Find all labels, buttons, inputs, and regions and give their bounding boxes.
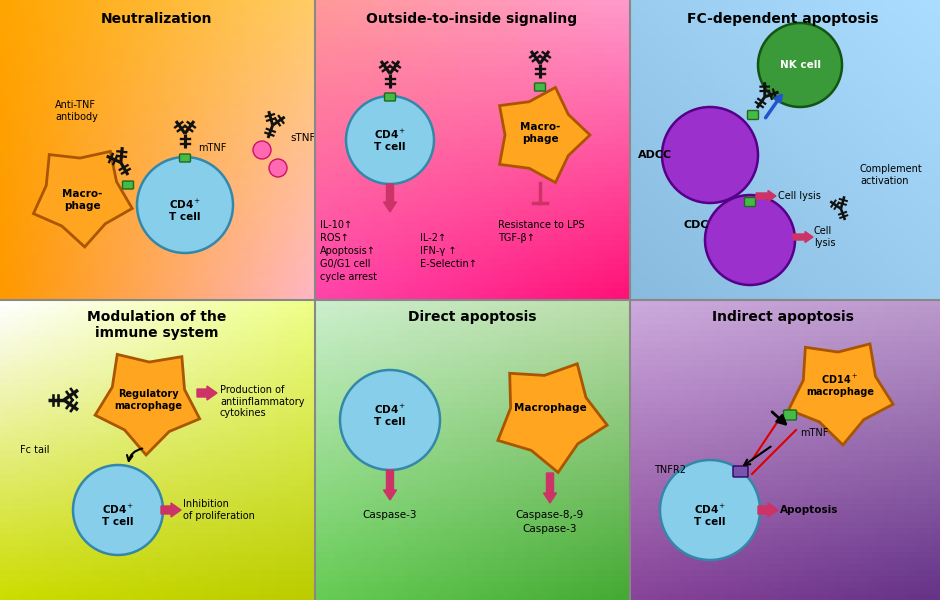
Text: Cell
lysis: Cell lysis	[814, 226, 836, 248]
Text: IL-2↑: IL-2↑	[420, 233, 446, 243]
FancyBboxPatch shape	[747, 110, 759, 119]
FancyBboxPatch shape	[535, 83, 545, 91]
Polygon shape	[34, 151, 133, 247]
Circle shape	[660, 460, 760, 560]
FancyArrow shape	[793, 232, 813, 242]
Text: NK cell: NK cell	[779, 60, 821, 70]
Text: TGF-β↑: TGF-β↑	[498, 233, 535, 243]
FancyBboxPatch shape	[733, 466, 748, 477]
Circle shape	[253, 141, 271, 159]
Circle shape	[137, 157, 233, 253]
Text: FC-dependent apoptosis: FC-dependent apoptosis	[687, 12, 879, 26]
Text: TNFR2: TNFR2	[654, 465, 686, 475]
Text: Macrophage: Macrophage	[513, 403, 587, 413]
Text: CD4$^+$
T cell: CD4$^+$ T cell	[694, 503, 727, 527]
Circle shape	[73, 465, 163, 555]
Circle shape	[269, 159, 287, 177]
Text: mTNF: mTNF	[198, 143, 227, 153]
Text: CD4$^+$
T cell: CD4$^+$ T cell	[374, 128, 406, 152]
Text: CD4$^+$
T cell: CD4$^+$ T cell	[102, 503, 134, 527]
Polygon shape	[499, 88, 590, 182]
Text: Production of
antiinflammatory
cytokines: Production of antiinflammatory cytokines	[220, 385, 305, 418]
Text: Complement
activation: Complement activation	[860, 164, 923, 186]
Polygon shape	[498, 364, 607, 472]
Text: Anti-TNF
antibody: Anti-TNF antibody	[55, 100, 98, 122]
Text: mTNF: mTNF	[800, 428, 828, 438]
Text: IFN-γ ↑: IFN-γ ↑	[420, 246, 457, 256]
Text: ADCC: ADCC	[638, 150, 672, 160]
Circle shape	[340, 370, 440, 470]
Text: Cell lysis: Cell lysis	[778, 191, 821, 201]
FancyBboxPatch shape	[744, 197, 756, 206]
Text: E-Selectin↑: E-Selectin↑	[420, 259, 477, 269]
FancyArrow shape	[758, 503, 778, 517]
FancyArrow shape	[384, 470, 397, 500]
FancyArrow shape	[197, 386, 217, 400]
FancyBboxPatch shape	[122, 181, 133, 189]
Circle shape	[758, 23, 842, 107]
Text: sTNF: sTNF	[290, 133, 316, 143]
Text: Regulatory
macrophage: Regulatory macrophage	[114, 389, 182, 411]
Text: CD14$^+$
macrophage: CD14$^+$ macrophage	[806, 373, 874, 397]
FancyArrow shape	[384, 184, 397, 212]
Circle shape	[705, 195, 795, 285]
Text: Caspase-8,-9: Caspase-8,-9	[516, 510, 584, 520]
Text: G0/G1 cell: G0/G1 cell	[320, 259, 370, 269]
Text: CD4$^+$
T cell: CD4$^+$ T cell	[169, 197, 201, 223]
Circle shape	[346, 96, 434, 184]
Text: cycle arrest: cycle arrest	[320, 272, 377, 282]
Circle shape	[662, 107, 758, 203]
FancyArrow shape	[543, 473, 556, 503]
Text: Apoptosis: Apoptosis	[780, 505, 838, 515]
FancyArrow shape	[756, 191, 776, 202]
Text: Indirect apoptosis: Indirect apoptosis	[713, 310, 854, 324]
Text: Macro-
phage: Macro- phage	[520, 122, 560, 144]
Text: CDC: CDC	[683, 220, 709, 230]
Text: IL-10↑: IL-10↑	[320, 220, 352, 230]
Polygon shape	[95, 355, 199, 455]
Text: Resistance to LPS: Resistance to LPS	[498, 220, 585, 230]
Polygon shape	[789, 344, 893, 445]
Text: Fc tail: Fc tail	[20, 445, 50, 455]
Text: ROS↑: ROS↑	[320, 233, 349, 243]
FancyBboxPatch shape	[384, 93, 396, 101]
Text: Caspase-3: Caspase-3	[523, 524, 577, 534]
Text: Macro-
phage: Macro- phage	[62, 189, 102, 211]
FancyBboxPatch shape	[180, 154, 191, 162]
Text: Apoptosis↑: Apoptosis↑	[320, 246, 376, 256]
FancyBboxPatch shape	[784, 410, 796, 420]
FancyArrow shape	[161, 503, 181, 517]
Text: Direct apoptosis: Direct apoptosis	[408, 310, 536, 324]
Text: Outside-to-inside signaling: Outside-to-inside signaling	[367, 12, 577, 26]
Text: CD4$^+$
T cell: CD4$^+$ T cell	[374, 403, 406, 427]
Text: Caspase-3: Caspase-3	[363, 510, 417, 520]
Text: Inhibition
of proliferation: Inhibition of proliferation	[183, 499, 255, 521]
Text: Neutralization: Neutralization	[102, 12, 212, 26]
Text: Modulation of the
immune system: Modulation of the immune system	[87, 310, 227, 340]
